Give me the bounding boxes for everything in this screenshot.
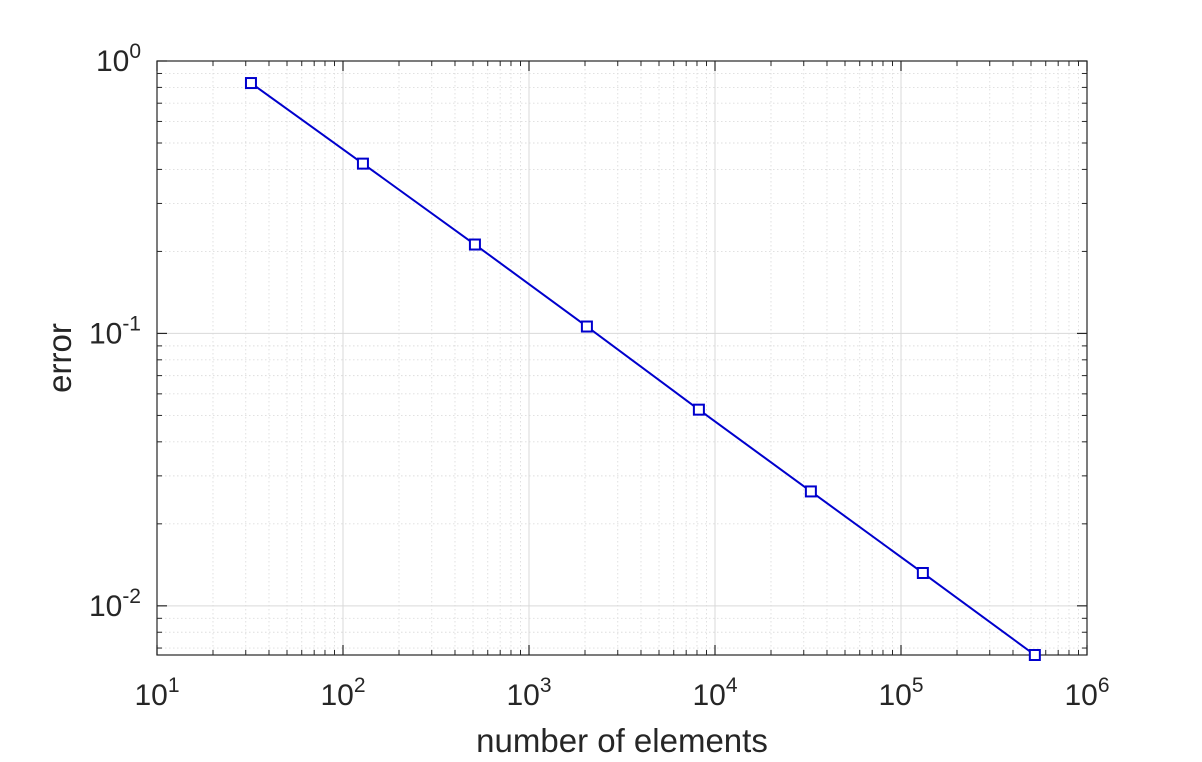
y-tick-exponent: 0 (129, 40, 141, 63)
x-tick-base: 10 (320, 679, 353, 712)
x-tick-label: 101 (134, 674, 179, 712)
x-tick-exponent: 2 (354, 674, 366, 697)
x-tick-labels: 101 102 103 104 105 106 (134, 674, 1109, 712)
x-tick-label: 102 (320, 674, 365, 712)
y-tick-base: 10 (89, 317, 122, 350)
data-point-marker (1028, 649, 1041, 661)
y-tick-label: 10-2 (89, 585, 141, 623)
x-tick-exponent: 4 (726, 674, 738, 697)
axes-box (156, 60, 1088, 656)
y-tick-exponent: -2 (122, 585, 141, 608)
series-layer (244, 77, 1041, 661)
plot-area (157, 61, 1087, 655)
x-tick-label: 104 (692, 674, 737, 712)
y-tick-label: 10-1 (89, 312, 141, 350)
x-tick-base: 10 (878, 679, 911, 712)
data-point-marker (580, 320, 593, 333)
data-point-marker (468, 238, 481, 251)
x-tick-exponent: 1 (168, 674, 180, 697)
data-point-marker (692, 403, 705, 416)
minor-grid (157, 61, 1087, 655)
y-tick-base: 10 (89, 590, 122, 623)
y-tick-base: 10 (96, 45, 129, 78)
x-tick-base: 10 (134, 679, 167, 712)
x-tick-exponent: 5 (912, 674, 924, 697)
x-tick-label: 103 (506, 674, 551, 712)
x-tick-base: 10 (506, 679, 539, 712)
x-tick-base: 10 (1064, 679, 1097, 712)
x-tick-label: 105 (878, 674, 923, 712)
y-axis-label: error (41, 323, 78, 393)
data-point-marker (244, 77, 257, 90)
x-tick-exponent: 3 (540, 674, 552, 697)
series-line (250, 82, 1036, 656)
x-tick-label: 106 (1064, 674, 1109, 712)
data-point-marker (356, 157, 369, 170)
y-tick-label: 100 (96, 40, 141, 78)
y-tick-exponent: -1 (122, 312, 141, 335)
x-tick-base: 10 (692, 679, 725, 712)
data-point-marker (804, 485, 817, 498)
data-point-marker (916, 566, 929, 579)
x-axis-label: number of elements (476, 722, 768, 759)
x-tick-exponent: 6 (1098, 674, 1110, 697)
